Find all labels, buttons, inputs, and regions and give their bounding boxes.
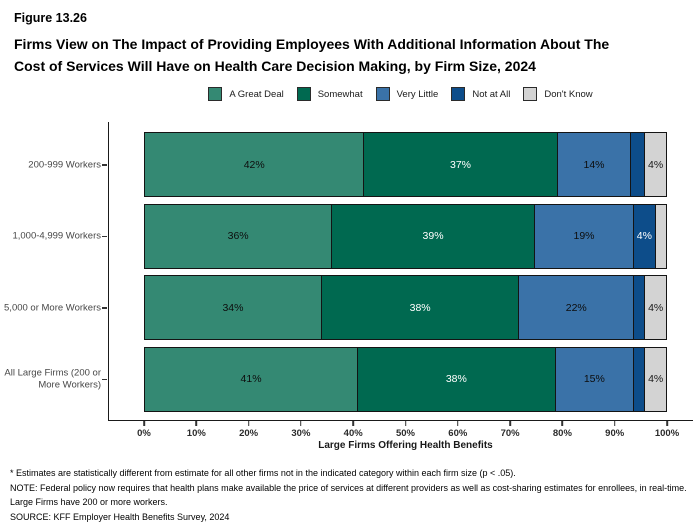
y-category-label: 5,000 or More Workers	[4, 301, 101, 313]
bar-segment-not-at-all	[630, 132, 646, 197]
x-axis-tick	[352, 421, 354, 426]
x-tick-label: 50%	[395, 428, 416, 439]
y-category-label: 1,000-4,999 Workers	[12, 230, 101, 242]
x-axis-tick	[666, 421, 668, 426]
plot-axes	[108, 122, 693, 421]
footnotes: * Estimates are statistically different …	[10, 466, 694, 524]
bar-200-999-workers: 42% 37% 14% 4%	[144, 132, 667, 197]
legend-item: Not at All	[451, 87, 510, 101]
bar-1000-4999-workers: 36% 39% 19% 4%	[144, 203, 667, 269]
bar-all-large-firms: 41% 38% 15% 4%	[144, 346, 667, 412]
figure-title-line-2: Cost of Services Will Have on Health Car…	[14, 58, 536, 74]
bar-value-label: 34%	[222, 301, 244, 314]
legend-item: Somewhat	[296, 87, 363, 101]
footnote-asterisk: * Estimates are statistically different …	[10, 468, 516, 478]
bar-segment-somewhat: 37%	[363, 132, 558, 197]
x-axis-ticks: 0% 10% 20% 30% 40% 50% 60% 70% 80% 90% 100%	[137, 421, 679, 461]
x-axis-tick	[195, 421, 198, 426]
bar-segment-very-little: 19%	[533, 203, 635, 269]
bar-value-label: 4%	[636, 230, 652, 242]
x-tick-label: 100%	[654, 428, 680, 439]
legend-label: A Great Deal	[229, 88, 284, 100]
x-tick-label: 20%	[239, 428, 259, 439]
x-tick-label: 40%	[343, 428, 363, 439]
x-tick-label: 10%	[186, 428, 206, 439]
bar-segment-don-t-know: 4%	[644, 132, 667, 197]
legend-item: Don't Know	[523, 87, 593, 101]
bar-segment-very-little: 15%	[554, 346, 635, 412]
legend-item: Very Little	[375, 87, 439, 101]
bar-value-label: 4%	[648, 373, 664, 385]
bar-5000-or-more-workers: 34% 38% 22% 4%	[144, 275, 667, 340]
bar-value-label: 36%	[227, 230, 249, 242]
x-axis-tick	[300, 421, 302, 426]
figure-number: Figure 13.26	[14, 11, 87, 25]
bar-value-label: 22%	[565, 301, 587, 314]
bar-value-label: 42%	[243, 158, 265, 171]
legend-swatch-icon	[375, 87, 390, 101]
legend-label: Don't Know	[544, 88, 593, 100]
y-axis-tick	[102, 164, 107, 166]
bar-segment-somewhat: 38%	[357, 346, 556, 412]
bar-value-label: 38%	[409, 301, 431, 314]
bar-value-label: 38%	[445, 373, 467, 385]
figure-title-line-1: Firms View on The Impact of Providing Em…	[14, 36, 610, 52]
x-axis-tick	[613, 421, 616, 426]
y-axis-tick	[102, 235, 107, 238]
bar-value-label: 37%	[449, 158, 471, 171]
legend-swatch-icon	[296, 87, 311, 101]
x-axis-tick	[509, 421, 511, 426]
x-tick-label: 60%	[448, 428, 468, 439]
footnote-note: NOTE: Federal policy now requires that h…	[10, 482, 687, 508]
bar-segment-not-at-all: 4%	[633, 203, 656, 269]
chart-legend: A Great Deal Somewhat Very Little Not at Al…	[108, 87, 693, 101]
x-tick-label: 80%	[552, 428, 572, 439]
bar-segment-don-t-know	[654, 203, 667, 269]
bar-segment-very-little: 14%	[556, 132, 632, 197]
x-axis-tick	[561, 421, 564, 426]
bar-value-label: 4%	[648, 301, 664, 314]
x-tick-label: 90%	[605, 428, 625, 439]
legend-item: A Great Deal	[208, 87, 284, 101]
y-axis-tick	[102, 307, 107, 309]
bar-value-label: 19%	[573, 230, 595, 242]
x-axis-title: Large Firms Offering Health Benefits	[318, 440, 493, 451]
x-tick-label: 70%	[500, 428, 520, 439]
x-axis-tick	[457, 421, 459, 426]
legend-label: Not at All	[472, 88, 511, 100]
legend-swatch-icon	[523, 87, 538, 101]
bar-segment-a-great-deal: 36%	[144, 203, 333, 269]
bar-segment-don-t-know: 4%	[644, 275, 667, 340]
bar-value-label: 4%	[648, 158, 664, 171]
bar-segment-don-t-know: 4%	[644, 346, 667, 412]
y-category-label: All Large Firms (200 or More Workers)	[4, 367, 101, 391]
y-category-label: 200-999 Workers	[28, 158, 101, 170]
x-tick-label: 30%	[291, 428, 311, 439]
bar-value-label: 39%	[422, 230, 444, 242]
legend-label: Somewhat	[317, 88, 363, 100]
x-axis-tick	[143, 421, 145, 426]
bar-segment-somewhat: 38%	[320, 275, 520, 340]
footnote-source: SOURCE: KFF Employer Health Benefits Sur…	[10, 511, 230, 522]
bar-value-label: 41%	[240, 373, 262, 385]
bar-segment-a-great-deal: 34%	[144, 275, 322, 340]
figure-title: Firms View on The Impact of Providing Em…	[14, 33, 690, 77]
bars-layer: 42% 37% 14% 4% 36% 39% 19% 4% 34% 38% 22% 4% 41% 3…	[144, 122, 667, 421]
x-axis-tick	[247, 421, 250, 426]
bar-segment-a-great-deal: 41%	[144, 346, 359, 412]
y-axis-tick	[102, 378, 107, 381]
bar-segment-somewhat: 39%	[331, 203, 535, 269]
bar-segment-a-great-deal: 42%	[144, 132, 365, 197]
bar-value-label: 14%	[583, 158, 605, 171]
legend-label: Very Little	[396, 88, 439, 100]
bar-segment-very-little: 22%	[518, 275, 635, 340]
legend-swatch-icon	[208, 87, 223, 101]
x-axis-tick	[404, 421, 407, 426]
bar-value-label: 15%	[583, 373, 605, 385]
x-tick-label: 0%	[137, 428, 151, 439]
legend-swatch-icon	[451, 87, 466, 101]
